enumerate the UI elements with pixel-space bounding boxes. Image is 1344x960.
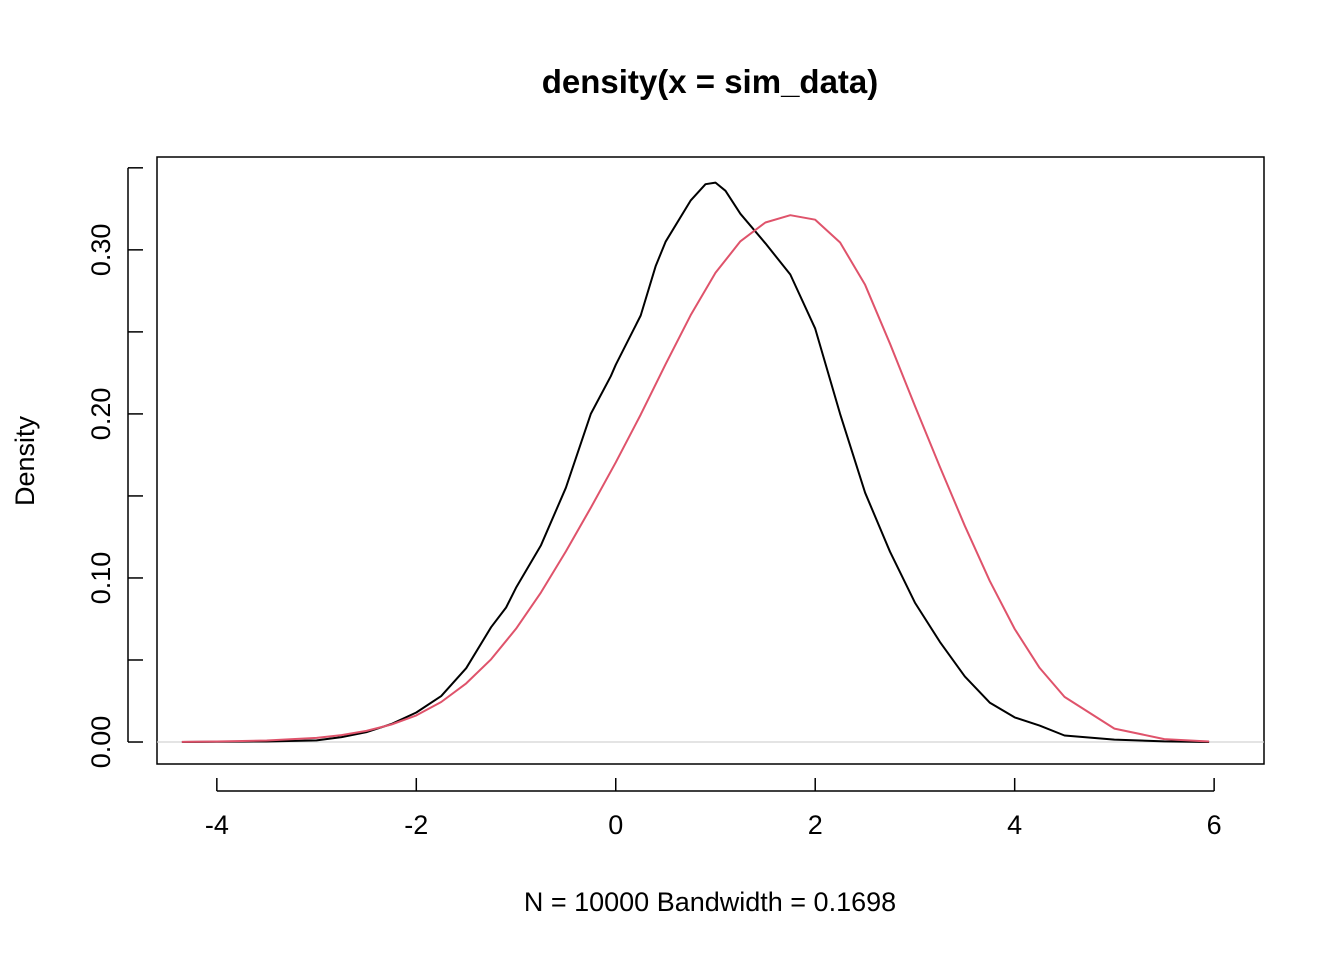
density-series-line-2 xyxy=(181,214,1210,743)
x-tick-label: 0 xyxy=(608,810,623,840)
density-series-line-1 xyxy=(181,181,1210,743)
x-tick-label: 4 xyxy=(1007,810,1022,840)
y-tick-label: 0.10 xyxy=(86,552,116,605)
chart-title: density(x = sim_data) xyxy=(542,63,879,100)
y-tick-label: 0.20 xyxy=(86,388,116,441)
y-tick-label: 0.00 xyxy=(86,716,116,769)
y-axis-label: Density xyxy=(10,415,40,506)
plot-frame xyxy=(156,156,1265,765)
x-axis-label: N = 10000 Bandwidth = 0.1698 xyxy=(524,887,896,917)
plot-area xyxy=(157,181,1264,743)
x-tick-label: 2 xyxy=(808,810,823,840)
x-tick-label: -4 xyxy=(205,810,229,840)
y-axis: 0.00 0.10 0.20 0.30 xyxy=(86,167,143,769)
y-tick-label: 0.30 xyxy=(86,224,116,277)
x-tick-label: -2 xyxy=(404,810,428,840)
x-axis: -4 -2 0 2 4 6 xyxy=(205,778,1222,840)
x-tick-label: 6 xyxy=(1207,810,1222,840)
